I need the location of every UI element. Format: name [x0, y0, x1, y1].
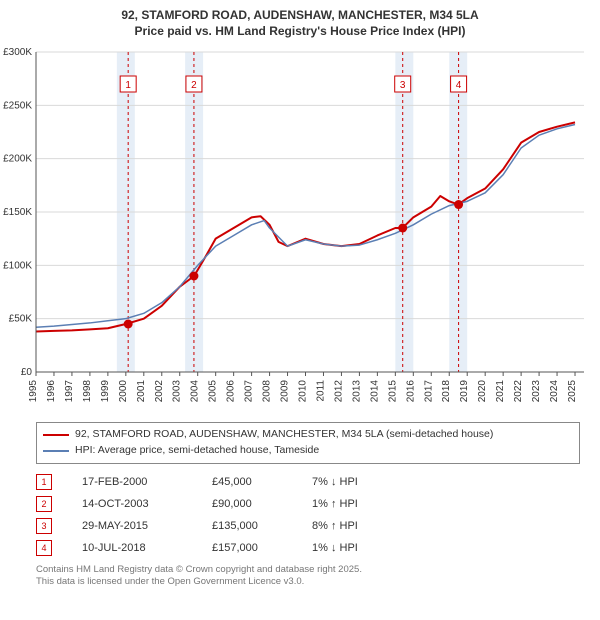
event-date: 17-FEB-2000 [82, 476, 212, 488]
chart-title: 92, STAMFORD ROAD, AUDENSHAW, MANCHESTER… [0, 0, 600, 39]
svg-text:1998: 1998 [82, 380, 93, 403]
svg-text:2004: 2004 [190, 380, 201, 403]
events-table: 117-FEB-2000£45,0007% ↓ HPI214-OCT-2003£… [36, 474, 580, 556]
event-number-badge: 3 [36, 518, 52, 534]
svg-text:2013: 2013 [351, 380, 362, 403]
svg-text:2014: 2014 [369, 380, 380, 403]
line-chart-svg: £0 £50K £100K £150K £200K £250K £300K 1 2 3 4 1995 1… [0, 44, 600, 414]
svg-text:2008: 2008 [262, 380, 273, 403]
svg-text:2019: 2019 [459, 380, 470, 403]
svg-text:2009: 2009 [280, 380, 291, 403]
event-diff: 8% ↑ HPI [312, 520, 358, 532]
svg-text:2005: 2005 [208, 380, 219, 403]
event-row: 4 10-JUL-2018£157,0001% ↓ HPI [36, 540, 580, 556]
legend-label: HPI: Average price, semi-detached house,… [75, 443, 319, 459]
event-diff: 1% ↑ HPI [312, 498, 358, 510]
svg-text:2011: 2011 [315, 380, 326, 402]
legend-label: 92, STAMFORD ROAD, AUDENSHAW, MANCHESTER… [75, 427, 493, 443]
svg-text:2: 2 [191, 80, 197, 91]
svg-text:2023: 2023 [531, 380, 542, 403]
event-diff: 1% ↓ HPI [312, 542, 358, 554]
svg-text:£300K: £300K [3, 47, 32, 58]
svg-text:2003: 2003 [172, 380, 183, 403]
event-date: 29-MAY-2015 [82, 520, 212, 532]
event-date: 14-OCT-2003 [82, 498, 212, 510]
svg-text:2001: 2001 [136, 380, 147, 403]
svg-text:2020: 2020 [477, 380, 488, 403]
svg-text:£200K: £200K [3, 154, 32, 165]
svg-text:2021: 2021 [495, 380, 506, 403]
event-number-badge: 1 [36, 474, 52, 490]
page-container: 92, STAMFORD ROAD, AUDENSHAW, MANCHESTER… [0, 0, 600, 588]
svg-text:3: 3 [400, 80, 406, 91]
svg-text:1996: 1996 [46, 380, 57, 403]
svg-text:2000: 2000 [118, 380, 129, 403]
event-price: £135,000 [212, 520, 312, 532]
svg-text:2017: 2017 [423, 380, 434, 403]
svg-text:2012: 2012 [333, 380, 344, 403]
svg-text:2002: 2002 [154, 380, 165, 403]
svg-text:£250K: £250K [3, 101, 32, 112]
svg-text:£50K: £50K [9, 314, 33, 325]
svg-text:2010: 2010 [298, 380, 309, 403]
event-row: 3 29-MAY-2015£135,0008% ↑ HPI [36, 518, 580, 534]
svg-text:1: 1 [125, 80, 131, 91]
svg-text:1995: 1995 [28, 380, 39, 403]
title-line-1: 92, STAMFORD ROAD, AUDENSHAW, MANCHESTER… [121, 8, 478, 22]
svg-text:4: 4 [456, 80, 462, 91]
svg-text:£150K: £150K [3, 207, 32, 218]
svg-text:1999: 1999 [100, 380, 111, 403]
svg-text:2022: 2022 [513, 380, 524, 403]
event-row: 2 14-OCT-2003£90,0001% ↑ HPI [36, 496, 580, 512]
event-date: 10-JUL-2018 [82, 542, 212, 554]
legend-row: 92, STAMFORD ROAD, AUDENSHAW, MANCHESTER… [43, 427, 573, 443]
event-number-badge: 2 [36, 496, 52, 512]
legend-box: 92, STAMFORD ROAD, AUDENSHAW, MANCHESTER… [36, 422, 580, 464]
footer-line-2: This data is licensed under the Open Gov… [36, 576, 304, 587]
svg-text:2015: 2015 [387, 380, 398, 403]
footer-line-1: Contains HM Land Registry data © Crown c… [36, 564, 362, 575]
svg-text:2024: 2024 [549, 380, 560, 403]
event-row: 1 17-FEB-2000£45,0007% ↓ HPI [36, 474, 580, 490]
chart-area: £0 £50K £100K £150K £200K £250K £300K 1 2 3 4 1995 1… [0, 44, 600, 414]
svg-text:£0: £0 [21, 367, 33, 378]
svg-text:2025: 2025 [567, 380, 578, 403]
event-diff: 7% ↓ HPI [312, 476, 358, 488]
event-price: £45,000 [212, 476, 312, 488]
event-price: £90,000 [212, 498, 312, 510]
svg-text:2018: 2018 [441, 380, 452, 403]
svg-text:2016: 2016 [405, 380, 416, 403]
event-number-badge: 4 [36, 540, 52, 556]
event-price: £157,000 [212, 542, 312, 554]
legend-swatch [43, 434, 69, 436]
svg-text:2006: 2006 [226, 380, 237, 403]
svg-text:2007: 2007 [244, 380, 255, 403]
title-line-2: Price paid vs. HM Land Registry's House … [135, 24, 466, 38]
legend-row: HPI: Average price, semi-detached house,… [43, 443, 573, 459]
svg-text:£100K: £100K [3, 261, 32, 272]
svg-text:1997: 1997 [64, 380, 75, 403]
legend-swatch [43, 450, 69, 452]
footer-attribution: Contains HM Land Registry data © Crown c… [36, 564, 580, 589]
